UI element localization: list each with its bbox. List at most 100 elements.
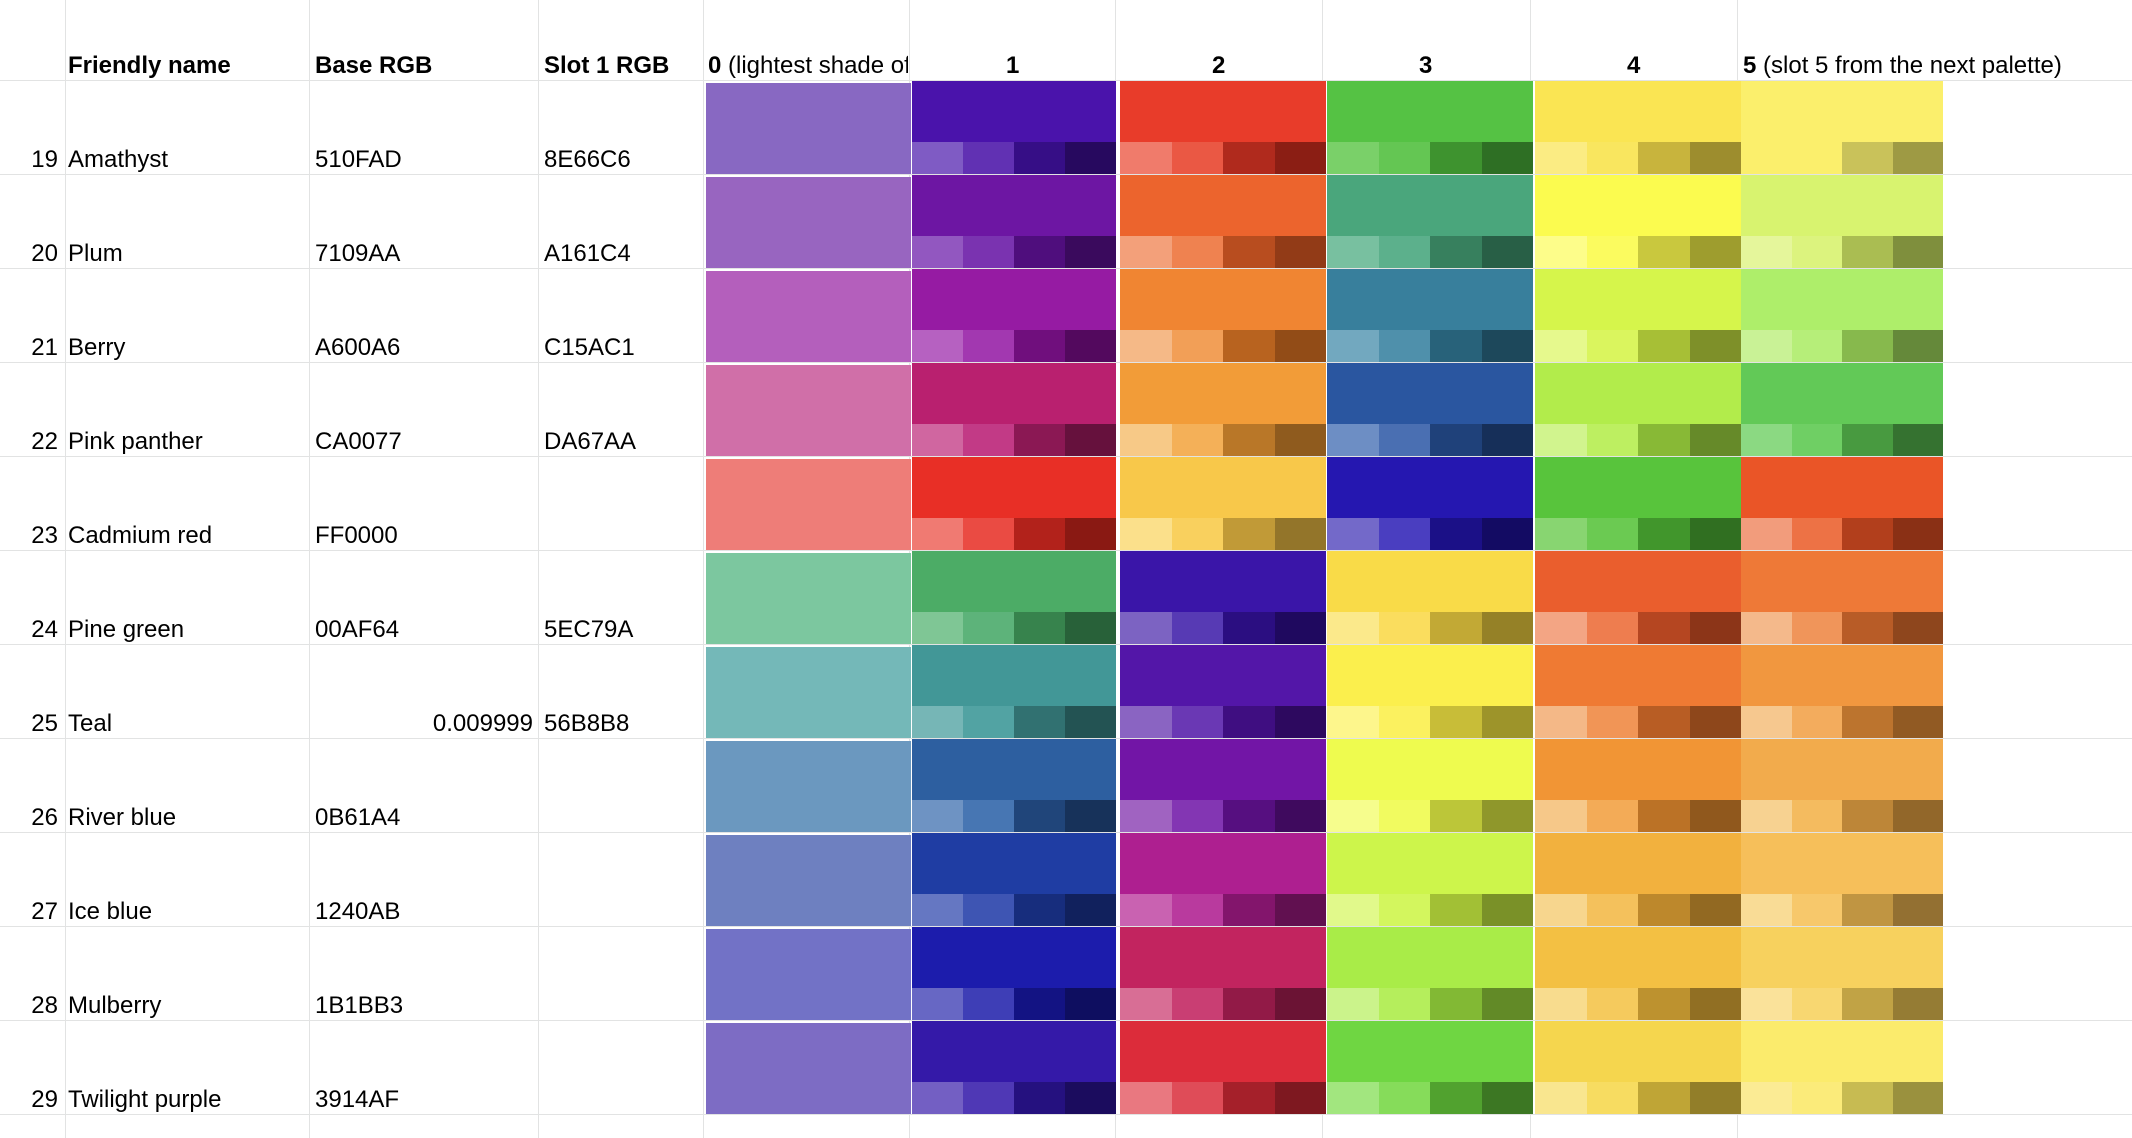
cell-numeric-value[interactable]: 0.009999 — [432, 710, 533, 737]
swatch-slot-3[interactable] — [1327, 833, 1533, 926]
cell-friendly-name[interactable]: Twilight purple — [68, 1086, 222, 1113]
swatch-slot-2[interactable] — [1120, 175, 1326, 268]
swatch-slot-3[interactable] — [1327, 551, 1533, 644]
swatch-slot-3[interactable] — [1327, 1021, 1533, 1114]
swatch-lightest[interactable] — [706, 177, 911, 268]
row-number[interactable]: 21 — [31, 334, 58, 361]
header-col3[interactable]: 3 — [1419, 52, 1433, 79]
swatch-slot-2[interactable] — [1120, 1021, 1326, 1114]
swatch-slot-2[interactable] — [1120, 269, 1326, 362]
swatch-slot-5[interactable] — [1741, 269, 1943, 362]
header-col5[interactable]: 5 (slot 5 from the next palette) — [1743, 52, 2062, 80]
swatch-slot-2[interactable] — [1120, 363, 1326, 456]
swatch-slot-5[interactable] — [1741, 739, 1943, 832]
cell-slot1-rgb[interactable]: C15AC1 — [544, 334, 635, 361]
swatch-slot-4[interactable] — [1535, 269, 1741, 362]
swatch-lightest[interactable] — [706, 553, 911, 644]
cell-friendly-name[interactable]: Plum — [68, 240, 123, 267]
header-col2[interactable]: 2 — [1212, 52, 1226, 79]
swatch-slot-4[interactable] — [1535, 363, 1741, 456]
cell-base-rgb[interactable]: 3914AF — [315, 1086, 400, 1113]
cell-base-rgb[interactable]: 00AF64 — [315, 616, 400, 643]
swatch-lightest[interactable] — [706, 1023, 911, 1114]
row-number[interactable]: 25 — [31, 710, 58, 737]
cell-base-rgb[interactable]: FF0000 — [315, 522, 398, 549]
header-col0[interactable]: 0 (lightest shade of — [708, 52, 908, 82]
swatch-slot-1[interactable] — [912, 739, 1116, 832]
cell-friendly-name[interactable]: Amathyst — [68, 146, 169, 173]
cell-friendly-name[interactable]: Pine green — [68, 616, 185, 643]
cell-base-rgb[interactable]: 7109AA — [315, 240, 401, 267]
cell-slot1-rgb[interactable]: 56B8B8 — [544, 710, 630, 737]
row-number[interactable]: 19 — [31, 146, 58, 173]
swatch-slot-4[interactable] — [1535, 551, 1741, 644]
cell-base-rgb[interactable]: CA0077 — [315, 428, 402, 455]
swatch-lightest[interactable] — [706, 365, 911, 456]
row-number[interactable]: 24 — [31, 616, 58, 643]
cell-slot1-rgb[interactable]: 8E66C6 — [544, 146, 631, 173]
swatch-slot-2[interactable] — [1120, 739, 1326, 832]
swatch-slot-4[interactable] — [1535, 457, 1741, 550]
row-number[interactable]: 23 — [31, 522, 58, 549]
swatch-slot-5[interactable] — [1741, 645, 1943, 738]
swatch-slot-4[interactable] — [1535, 645, 1741, 738]
swatch-slot-4[interactable] — [1535, 927, 1741, 1020]
cell-friendly-name[interactable]: Pink panther — [68, 428, 203, 455]
cell-slot1-rgb[interactable]: DA67AA — [544, 428, 637, 455]
swatch-slot-5[interactable] — [1741, 81, 1943, 174]
row-number[interactable]: 22 — [31, 428, 58, 455]
swatch-slot-5[interactable] — [1741, 833, 1943, 926]
swatch-slot-3[interactable] — [1327, 645, 1533, 738]
swatch-slot-3[interactable] — [1327, 927, 1533, 1020]
swatch-slot-1[interactable] — [912, 927, 1116, 1020]
swatch-slot-2[interactable] — [1120, 645, 1326, 738]
cell-base-rgb[interactable]: A600A6 — [315, 334, 401, 361]
swatch-lightest[interactable] — [706, 83, 911, 174]
cell-base-rgb[interactable]: 0B61A4 — [315, 804, 401, 831]
header-col1[interactable]: 1 — [1006, 52, 1020, 79]
swatch-slot-3[interactable] — [1327, 457, 1533, 550]
swatch-slot-1[interactable] — [912, 1021, 1116, 1114]
row-number[interactable]: 26 — [31, 804, 58, 831]
swatch-slot-5[interactable] — [1741, 1021, 1943, 1114]
swatch-slot-2[interactable] — [1120, 927, 1326, 1020]
swatch-lightest[interactable] — [706, 647, 911, 738]
swatch-slot-5[interactable] — [1741, 363, 1943, 456]
swatch-slot-1[interactable] — [912, 833, 1116, 926]
swatch-slot-5[interactable] — [1741, 175, 1943, 268]
cell-friendly-name[interactable]: Teal — [68, 710, 113, 737]
header-col4[interactable]: 4 — [1627, 52, 1641, 79]
swatch-slot-3[interactable] — [1327, 175, 1533, 268]
swatch-lightest[interactable] — [706, 835, 911, 926]
swatch-lightest[interactable] — [706, 459, 911, 550]
swatch-slot-2[interactable] — [1120, 833, 1326, 926]
swatch-slot-3[interactable] — [1327, 269, 1533, 362]
swatch-slot-4[interactable] — [1535, 1021, 1741, 1114]
cell-slot1-rgb[interactable]: 5EC79A — [544, 616, 634, 643]
swatch-slot-1[interactable] — [912, 457, 1116, 550]
swatch-slot-1[interactable] — [912, 81, 1116, 174]
cell-friendly-name[interactable]: Mulberry — [68, 992, 162, 1019]
swatch-slot-1[interactable] — [912, 551, 1116, 644]
swatch-slot-4[interactable] — [1535, 175, 1741, 268]
row-number[interactable]: 20 — [31, 240, 58, 267]
swatch-slot-2[interactable] — [1120, 81, 1326, 174]
swatch-slot-5[interactable] — [1741, 457, 1943, 550]
cell-base-rgb[interactable]: 1240AB — [315, 898, 401, 925]
cell-slot1-rgb[interactable]: A161C4 — [544, 240, 631, 267]
swatch-lightest[interactable] — [706, 271, 911, 362]
header-friendly-name[interactable]: Friendly name — [68, 52, 231, 79]
swatch-slot-1[interactable] — [912, 175, 1116, 268]
row-number[interactable]: 27 — [31, 898, 58, 925]
swatch-slot-5[interactable] — [1741, 551, 1943, 644]
cell-friendly-name[interactable]: Cadmium red — [68, 522, 213, 549]
cell-friendly-name[interactable]: Berry — [68, 334, 126, 361]
cell-base-rgb[interactable]: 510FAD — [315, 146, 402, 173]
cell-friendly-name[interactable]: River blue — [68, 804, 177, 831]
row-number[interactable]: 28 — [31, 992, 58, 1019]
swatch-slot-3[interactable] — [1327, 739, 1533, 832]
swatch-slot-1[interactable] — [912, 269, 1116, 362]
swatch-slot-1[interactable] — [912, 363, 1116, 456]
swatch-slot-2[interactable] — [1120, 457, 1326, 550]
header-slot1-rgb[interactable]: Slot 1 RGB — [544, 52, 670, 79]
